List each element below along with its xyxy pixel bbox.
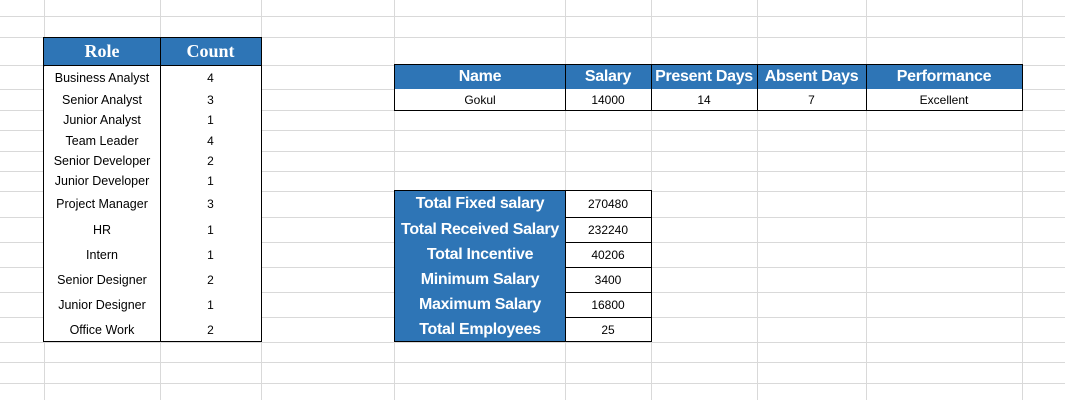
role-header[interactable]: Role — [44, 37, 160, 65]
count-cell[interactable]: 1 — [160, 242, 261, 267]
count-cell[interactable]: 1 — [160, 292, 261, 317]
count-header[interactable]: Count — [160, 37, 261, 65]
summary-row-line — [565, 241, 651, 243]
role-cell[interactable]: Senior Developer — [44, 151, 160, 171]
summary-label-cell[interactable]: Total Employees — [395, 317, 565, 342]
employee-table-divider — [865, 64, 867, 111]
summary-row-line — [565, 266, 651, 268]
role-table-header-line — [43, 64, 262, 66]
employee-table-divider — [650, 64, 652, 111]
role-cell[interactable]: Office Work — [44, 317, 160, 342]
count-cell[interactable]: 1 — [160, 171, 261, 191]
summary-value-cell[interactable]: 40206 — [565, 242, 651, 267]
present-days-header[interactable]: Present Days — [651, 65, 757, 89]
summary-row-line — [565, 216, 651, 218]
employee-table-divider — [756, 64, 758, 111]
summary-row-line — [565, 291, 651, 293]
role-cell[interactable]: Senior Designer — [44, 267, 160, 292]
summary-label-cell[interactable]: Total Fixed salary — [395, 191, 565, 217]
employee-performance-cell[interactable]: Excellent — [866, 89, 1022, 110]
summary-row-line — [565, 316, 651, 318]
employee-table-divider — [564, 64, 566, 111]
summary-value-cell[interactable]: 232240 — [565, 217, 651, 242]
count-cell[interactable]: 2 — [160, 317, 261, 342]
summary-table-divider — [564, 190, 566, 342]
summary-value-cell[interactable]: 16800 — [565, 292, 651, 317]
count-cell[interactable]: 3 — [160, 89, 261, 110]
count-cell[interactable]: 2 — [160, 267, 261, 292]
role-cell[interactable]: Junior Analyst — [44, 110, 160, 130]
role-table-divider — [159, 37, 161, 342]
count-cell[interactable]: 1 — [160, 110, 261, 130]
summary-value-cell[interactable]: 25 — [565, 317, 651, 342]
summary-label-cell[interactable]: Total Received Salary — [395, 217, 565, 242]
summary-value-cell[interactable]: 270480 — [565, 191, 651, 217]
employee-salary-cell[interactable]: 14000 — [565, 89, 651, 110]
count-cell[interactable]: 3 — [160, 191, 261, 217]
employee-name-cell[interactable]: Gokul — [395, 89, 565, 110]
count-cell[interactable]: 4 — [160, 130, 261, 151]
summary-value-cell[interactable]: 3400 — [565, 267, 651, 292]
role-cell[interactable]: Intern — [44, 242, 160, 267]
summary-label-cell[interactable]: Minimum Salary — [395, 267, 565, 292]
performance-header[interactable]: Performance — [866, 65, 1022, 89]
role-cell[interactable]: Project Manager — [44, 191, 160, 217]
salary-header[interactable]: Salary — [565, 65, 651, 89]
role-cell[interactable]: Junior Designer — [44, 292, 160, 317]
summary-label-cell[interactable]: Total Incentive — [395, 242, 565, 267]
role-cell[interactable]: Team Leader — [44, 130, 160, 151]
absent-days-header[interactable]: Absent Days — [757, 65, 866, 89]
role-cell[interactable]: Business Analyst — [44, 67, 160, 89]
summary-label-cell[interactable]: Maximum Salary — [395, 292, 565, 317]
employee-absent-days-cell[interactable]: 7 — [757, 89, 866, 110]
role-cell[interactable]: HR — [44, 217, 160, 242]
count-cell[interactable]: 2 — [160, 151, 261, 171]
count-cell[interactable]: 1 — [160, 217, 261, 242]
count-cell[interactable]: 4 — [160, 67, 261, 89]
name-header[interactable]: Name — [395, 65, 565, 89]
role-cell[interactable]: Junior Developer — [44, 171, 160, 191]
role-cell[interactable]: Senior Analyst — [44, 89, 160, 110]
employee-present-days-cell[interactable]: 14 — [651, 89, 757, 110]
